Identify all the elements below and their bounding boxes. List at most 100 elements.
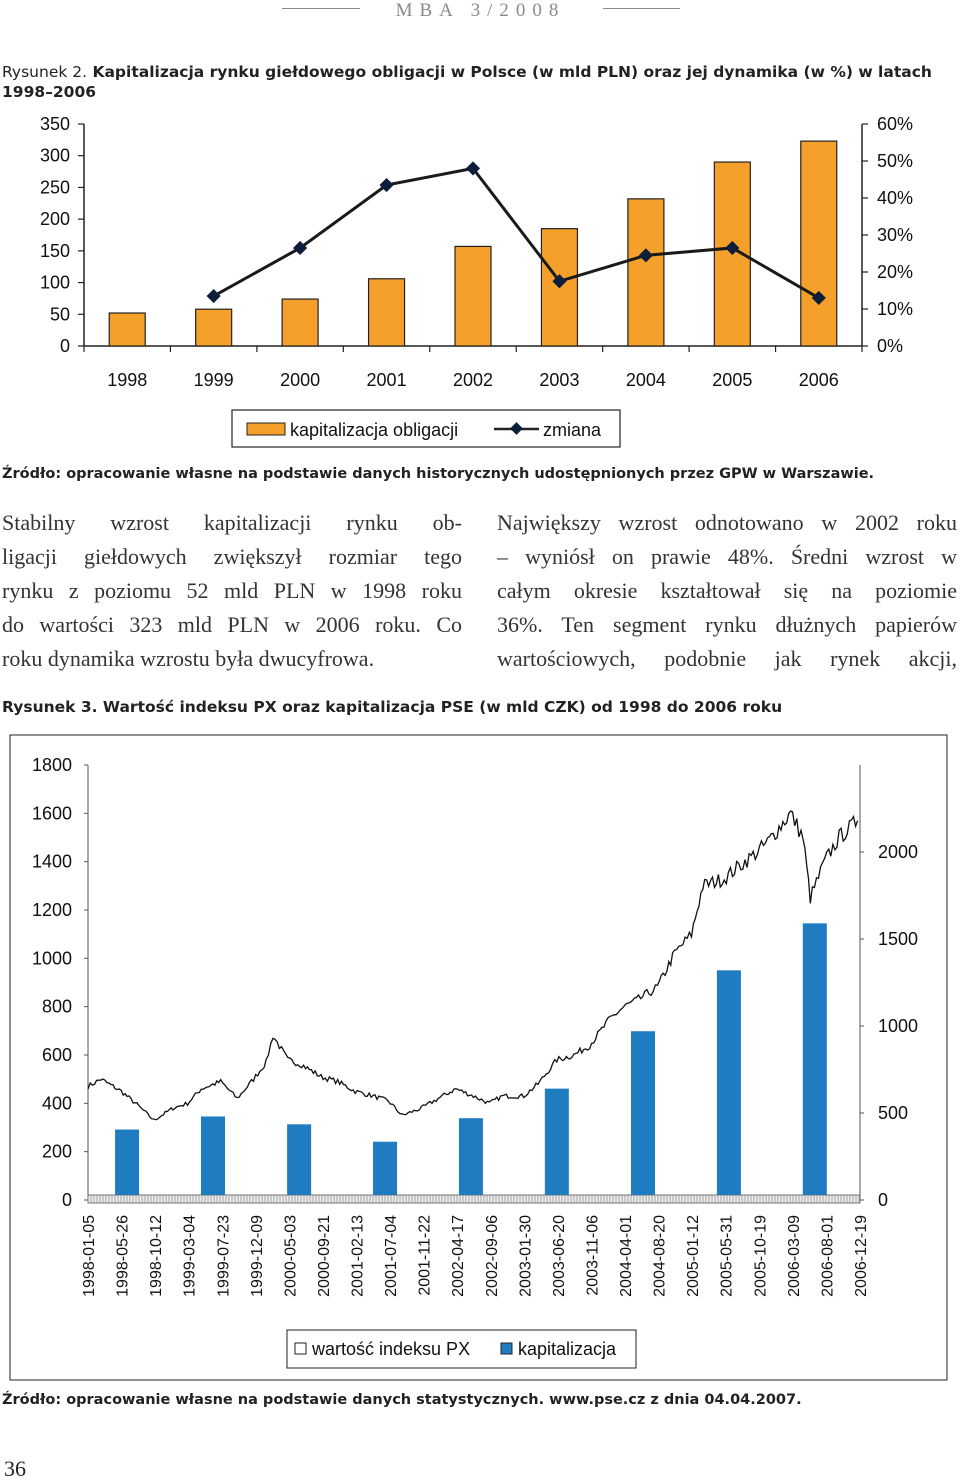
y-left-tick-label: 50 [50,304,70,324]
bar-kapitalizacja [458,1118,483,1195]
figure2-caption-label: Rysunek 2. [2,63,88,81]
legend-swatch-line [294,1342,307,1355]
page-number: 36 [4,1456,26,1481]
x-tick-label: 2000 [280,370,320,390]
y-left-tick-label: 150 [40,241,70,261]
x-tick-label: 2004-04-01 [618,1215,635,1297]
marker-zmiana [293,240,308,256]
figure3-caption: Rysunek 3. Wartość indeksu PX oraz kapit… [2,697,957,717]
marker-zmiana [811,290,826,305]
bar-kapitalizacja [544,1088,569,1195]
body-text-left: Stabilny wzrost kapitalizacji rynku ob- … [2,506,462,676]
y-right-tick-label: 40% [877,188,913,208]
y-left-tick-label: 350 [40,114,70,134]
marker-zmiana [206,288,221,304]
x-tick-label: 1999-07-23 [215,1215,232,1297]
x-tick-label: 1998 [107,370,147,390]
x-tick-label: 1998-05-26 [115,1215,132,1297]
y-left-tick-label: 200 [42,1142,72,1162]
figure2-caption-text: Kapitalizacja rynku giełdowego obligacji… [2,63,932,101]
y-right-tick-label: 0 [878,1190,888,1210]
chart-frame [9,734,948,1381]
x-tick-label: 2003-11-06 [584,1215,601,1296]
y-left-tick-label: 250 [40,177,70,197]
x-tick-label: 2005-01-12 [685,1215,702,1297]
y-left-tick-label: 1600 [32,803,72,823]
legend-label: kapitalizacja obligacji [290,420,458,440]
body-right-line: 36%. Ten segment rynku dłużnych papierów [497,612,957,637]
line-zmiana [212,166,820,300]
body-right-line: – wyniósł on prawie 48%. Średni wzrost w [497,544,957,569]
x-tick-label: 2001-02-13 [350,1215,367,1297]
x-tick-label: 1998-10-12 [148,1215,165,1297]
x-tick-label: 2006 [799,370,839,390]
y-right-tick-label: 20% [877,262,913,282]
x-tick-label: 2003-06-20 [551,1215,568,1297]
marker-zmiana [725,240,740,256]
y-right-tick-label: 30% [877,225,913,245]
x-tick-label: 2002 [453,370,493,390]
legend-box [231,409,621,448]
x-tick-label: 2001 [367,370,407,390]
line-wartosc-indeksu-px [87,810,859,1121]
y-left-tick-label: 800 [42,997,72,1017]
y-left-tick-label: 100 [40,273,70,293]
y-right-tick-label: 1000 [878,1016,918,1036]
y-right-tick-label: 1500 [878,929,918,949]
x-tick-label: 1999 [194,370,234,390]
y-right-tick-label: 10% [877,299,913,319]
bar-kapitalizacja [630,1031,655,1195]
y-left-tick-label: 1000 [32,948,72,968]
y-right-tick-label: 60% [877,114,913,134]
header-rule-right [603,8,680,9]
legend-swatch-bar [246,422,286,436]
legend-label: wartość indeksu PX [311,1339,470,1359]
y-right-tick-label: 50% [877,151,913,171]
marker-zmiana [465,161,481,176]
x-tick-label: 2003 [539,370,579,390]
figure2-source: Źródło: opracowanie własne na podstawie … [2,466,875,482]
x-tick-label: 2002-09-06 [484,1215,501,1297]
body-right-line: wartościowych, podobnie jak rynek akcji, [497,646,957,671]
bar-kapitalizacja-obligacji [454,245,492,347]
body-left-line: rynku z poziomu 52 mld PLN w 1998 roku [2,578,462,603]
bar-kapitalizacja-obligacji [800,140,838,347]
x-tick-label: 2000-09-21 [316,1215,333,1297]
x-tick-label: 2006-08-01 [819,1215,836,1297]
x-tick-label: 2001-11-22 [417,1215,434,1296]
bar-kapitalizacja-obligacji [281,298,319,347]
legend-label: zmiana [543,420,602,440]
bar-kapitalizacja [115,1129,140,1195]
header-rule-left [282,8,360,9]
x-tick-label: 2001-07-04 [383,1215,400,1297]
y-left-tick-label: 0 [62,1190,72,1210]
y-right-tick-label: 0% [877,336,903,356]
y-left-tick-label: 1400 [32,852,72,872]
x-tick-label: 2005-05-31 [719,1215,736,1297]
x-tick-label: 2003-01-30 [517,1215,534,1297]
figure3-caption-label: Rysunek 3. [2,698,98,716]
bar-kapitalizacja [716,970,741,1195]
y-left-tick-label: 300 [40,146,70,166]
bar-kapitalizacja [802,923,827,1195]
body-right-line: całym okresie kształtował się na poziomi… [497,578,957,603]
body-left-line: roku dynamika wzrostu była dwucyfrowa. [2,646,375,671]
figure3-source: Źródło: opracowanie własne na podstawie … [2,1392,802,1408]
bar-kapitalizacja-obligacji [367,278,406,347]
y-right-tick-label: 500 [878,1103,908,1123]
bar-kapitalizacja-obligacji [627,198,665,347]
y-left-tick-label: 600 [42,1045,72,1065]
x-tick-label: 1999-03-04 [182,1215,199,1297]
x-tick-label: 2004-08-20 [652,1215,669,1297]
bar-kapitalizacja-obligacji [108,312,146,347]
x-tick-label: 2006-03-09 [786,1215,803,1297]
y-left-tick-label: 0 [60,336,70,356]
body-left-line: do wartości 323 mld PLN w 2006 roku. Co [2,612,462,637]
legend-label: kapitalizacja [518,1339,617,1359]
y-right-tick-label: 2000 [878,842,918,862]
y-left-tick-label: 200 [40,209,70,229]
body-left-line: ligacji giełdowych zwiększył rozmiar teg… [2,544,462,569]
x-axis-tick-strip [87,1194,861,1204]
x-tick-label: 1998-01-05 [81,1215,98,1297]
figure3-chart: 1800160014001200100080060040020002000150… [9,734,948,1381]
